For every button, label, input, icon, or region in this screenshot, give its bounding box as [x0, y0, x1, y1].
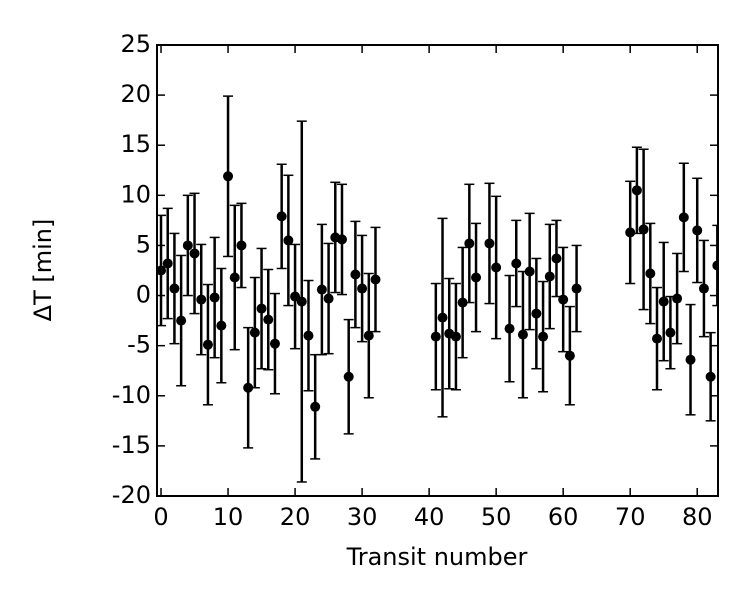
data-point — [645, 268, 656, 279]
data-point — [625, 227, 636, 238]
x-tick-label: 10 — [213, 503, 244, 531]
y-tick-label: -15 — [112, 431, 151, 459]
y-tick-label: 15 — [120, 130, 151, 158]
data-point — [665, 327, 676, 338]
data-point — [524, 266, 535, 277]
data-point — [504, 323, 515, 334]
data-point — [484, 238, 495, 249]
data-point — [491, 262, 502, 273]
data-point — [551, 253, 562, 264]
data-point — [692, 225, 703, 236]
data-point — [564, 350, 575, 361]
data-point — [658, 296, 669, 307]
data-point — [685, 354, 696, 365]
data-point — [531, 308, 542, 319]
data-point — [283, 235, 294, 246]
data-point — [196, 294, 207, 305]
data-point — [276, 211, 287, 222]
y-tick-label: 5 — [136, 230, 151, 258]
axes-frame — [156, 44, 719, 497]
data-point — [544, 271, 555, 282]
data-point — [223, 171, 234, 182]
data-point — [558, 294, 569, 305]
data-point — [243, 382, 254, 393]
x-tick-label: 50 — [481, 503, 512, 531]
data-point — [517, 329, 528, 340]
data-point — [631, 185, 642, 196]
data-point — [437, 312, 448, 323]
y-tick-label: -20 — [112, 481, 151, 509]
data-point — [363, 330, 374, 341]
data-point — [350, 269, 361, 280]
data-point — [638, 224, 649, 235]
data-point — [249, 327, 260, 338]
data-point — [256, 303, 267, 314]
data-point — [450, 331, 461, 342]
data-point — [157, 265, 167, 276]
data-point — [705, 371, 716, 382]
x-tick-label: 80 — [682, 503, 713, 531]
data-point — [182, 240, 193, 251]
x-tick-label: 70 — [615, 503, 646, 531]
data-point — [430, 331, 441, 342]
y-axis-label: ΔT [min] — [29, 219, 57, 322]
x-tick-label: 0 — [153, 503, 168, 531]
x-tick-label: 60 — [548, 503, 579, 531]
data-point — [316, 284, 327, 295]
data-point — [698, 283, 709, 294]
x-tick-label: 20 — [280, 503, 311, 531]
data-point — [169, 283, 180, 294]
data-point — [236, 240, 247, 251]
data-point — [162, 258, 173, 269]
data-point — [370, 274, 381, 285]
data-point — [571, 283, 582, 294]
y-tick-label: -5 — [127, 331, 151, 359]
y-tick-label: 10 — [120, 180, 151, 208]
data-point — [269, 338, 280, 349]
data-point — [511, 258, 522, 269]
data-point — [303, 330, 314, 341]
x-tick-label: 30 — [347, 503, 378, 531]
y-tick-label: 20 — [120, 80, 151, 108]
data-point — [457, 297, 468, 308]
data-point — [296, 296, 307, 307]
data-point — [471, 272, 482, 283]
data-point — [336, 234, 347, 245]
data-point — [464, 238, 475, 249]
data-point — [216, 320, 227, 331]
y-tick-label: 0 — [136, 281, 151, 309]
data-point — [202, 339, 213, 350]
data-point — [712, 260, 718, 271]
y-tick-label: 25 — [120, 30, 151, 58]
data-point — [672, 293, 683, 304]
data-point — [678, 212, 689, 223]
data-point — [310, 401, 321, 412]
data-point — [176, 315, 187, 326]
data-point — [652, 333, 663, 344]
data-point — [357, 283, 368, 294]
data-point — [189, 248, 200, 259]
y-tick-label: -10 — [112, 381, 151, 409]
data-point — [343, 371, 354, 382]
data-point — [323, 293, 334, 304]
x-axis-label: Transit number — [346, 543, 528, 571]
data-point — [263, 314, 274, 325]
data-point — [209, 292, 220, 303]
x-tick-label: 40 — [414, 503, 445, 531]
data-point — [229, 272, 240, 283]
data-point — [538, 331, 549, 342]
plot-area — [157, 95, 718, 483]
